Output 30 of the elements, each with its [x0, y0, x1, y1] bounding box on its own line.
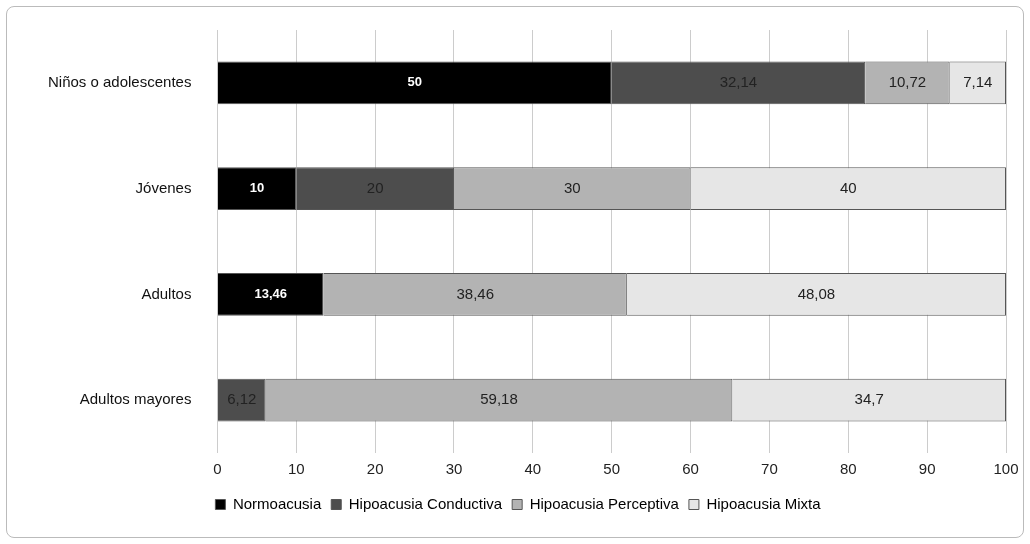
data-label: 13,46: [254, 285, 288, 301]
legend-label: Normoacusia: [232, 494, 322, 512]
legend-label: Hipoacusia Conductiva: [348, 494, 503, 512]
x-tick-label: 0: [213, 460, 222, 478]
y-tick-label: Adultos: [141, 284, 192, 302]
y-tick-label: Jóvenes: [135, 178, 192, 196]
x-tick-label: 40: [524, 460, 542, 478]
x-tick-label: 100: [993, 460, 1019, 478]
x-tick-label: 90: [918, 460, 936, 478]
data-label: 59,18: [480, 390, 518, 408]
data-label: 50: [407, 74, 423, 90]
data-label: 30: [563, 178, 581, 196]
data-label: 10: [249, 180, 265, 196]
x-tick-label: 10: [287, 460, 305, 478]
data-label: 34,7: [854, 390, 884, 408]
y-tick-label: Adultos mayores: [79, 390, 192, 408]
data-label: 10,72: [888, 73, 927, 91]
x-tick-label: 30: [445, 460, 463, 478]
data-label: 48,08: [797, 284, 836, 302]
legend-label: Hipoacusia Mixta: [706, 494, 822, 512]
data-label: 38,46: [456, 284, 494, 302]
x-tick-label: 60: [682, 460, 699, 478]
data-label: 7,14: [963, 73, 993, 91]
x-tick-label: 50: [603, 460, 621, 478]
legend-label: Hipoacusia Perceptiva: [529, 494, 680, 512]
x-tick-label: 80: [839, 460, 857, 478]
y-tick-label: Niños o adolescentes: [47, 73, 192, 91]
data-label: 40: [839, 178, 857, 196]
x-tick-label: 20: [366, 460, 384, 478]
x-tick-label: 70: [761, 460, 778, 478]
